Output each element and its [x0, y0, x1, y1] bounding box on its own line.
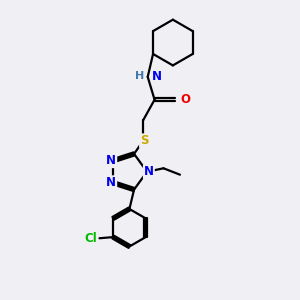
Text: N: N: [144, 165, 154, 178]
Text: N: N: [152, 70, 162, 83]
Text: S: S: [140, 134, 148, 147]
Text: O: O: [180, 93, 190, 106]
Text: H: H: [135, 71, 144, 81]
Text: N: N: [106, 154, 116, 167]
Text: Cl: Cl: [84, 232, 97, 245]
Text: N: N: [106, 176, 116, 189]
